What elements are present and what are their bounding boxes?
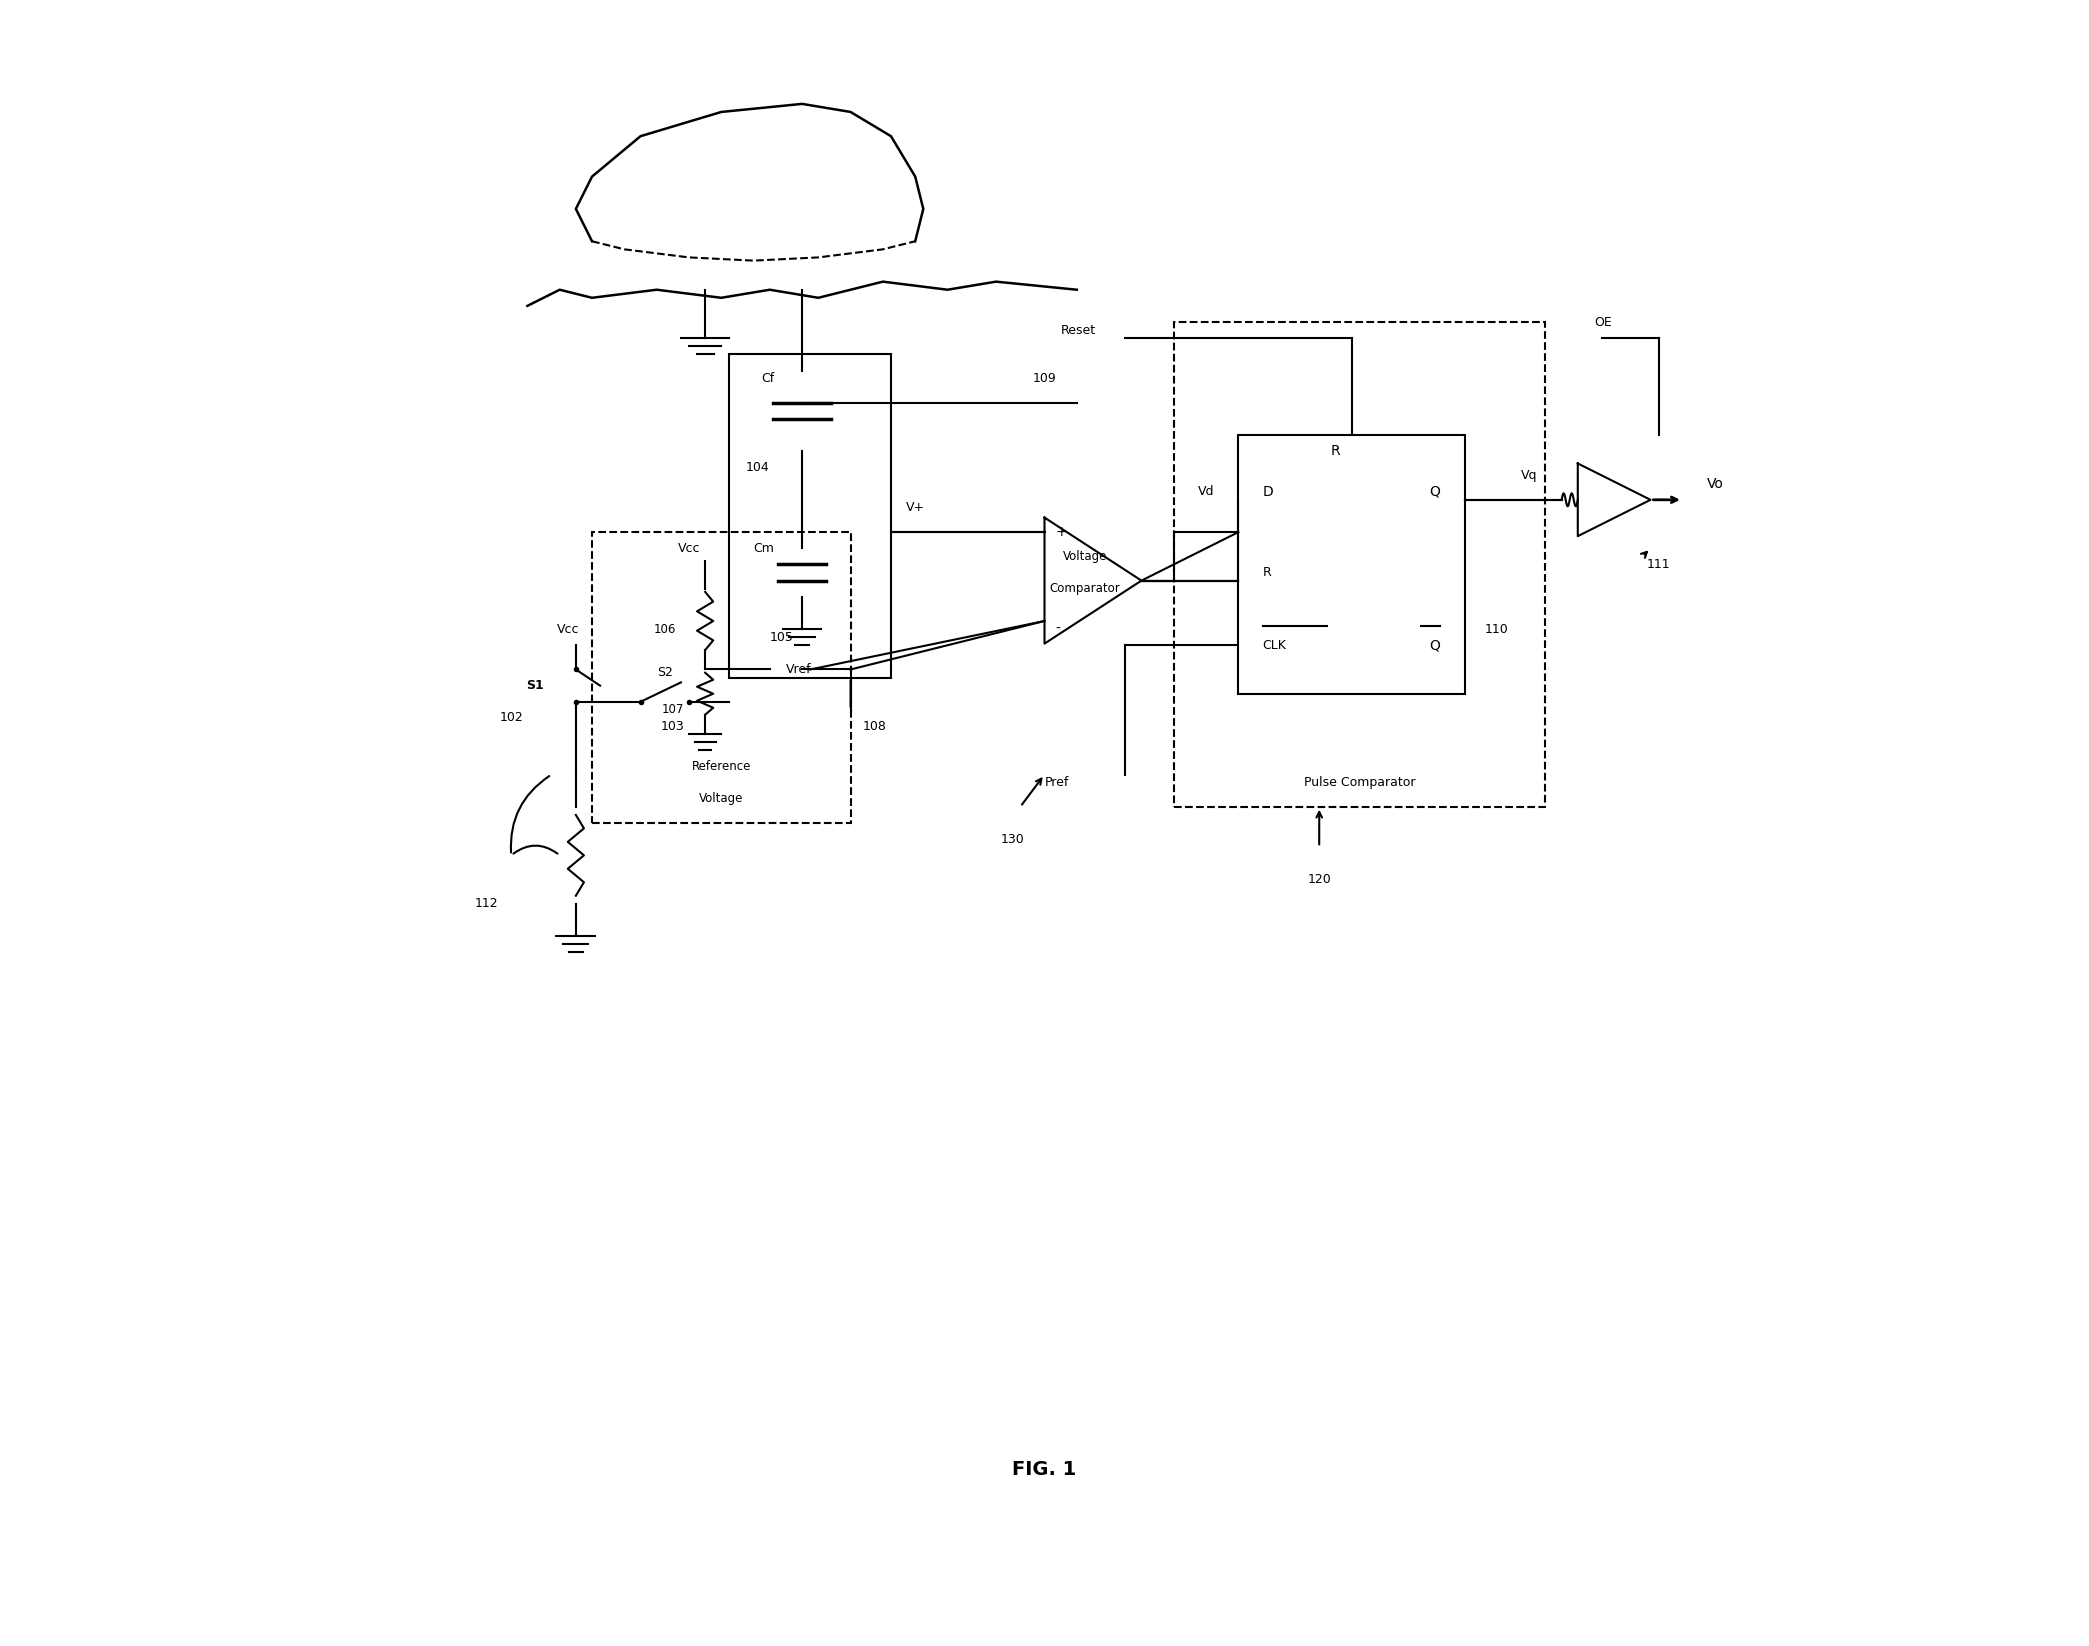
Text: S1: S1 — [526, 680, 545, 691]
Text: 120: 120 — [1308, 872, 1331, 886]
Text: 109: 109 — [1032, 372, 1057, 385]
Text: Vq: Vq — [1521, 469, 1538, 482]
Text: Vcc: Vcc — [677, 542, 700, 555]
Text: Comparator: Comparator — [1049, 583, 1120, 596]
Text: Reference: Reference — [691, 760, 750, 774]
Text: +: + — [1055, 525, 1067, 540]
Text: Vref: Vref — [785, 663, 811, 677]
Text: OE: OE — [1594, 316, 1613, 329]
Text: Voltage: Voltage — [700, 792, 744, 805]
Text: Pref: Pref — [1044, 777, 1070, 788]
Bar — [1239, 435, 1464, 693]
Text: V+: V+ — [907, 502, 925, 515]
Bar — [1174, 323, 1546, 807]
Text: Vo: Vo — [1707, 477, 1723, 491]
Text: Q: Q — [1429, 639, 1441, 652]
Text: -: - — [1055, 622, 1061, 635]
Text: 104: 104 — [746, 461, 769, 474]
Text: CLK: CLK — [1262, 639, 1287, 652]
Text: 110: 110 — [1485, 622, 1508, 635]
Text: 111: 111 — [1646, 558, 1671, 571]
Bar — [729, 354, 892, 678]
Text: 130: 130 — [1001, 833, 1024, 846]
Text: Pulse Comparator: Pulse Comparator — [1304, 777, 1416, 788]
Text: Cf: Cf — [762, 372, 775, 385]
Text: Q: Q — [1429, 484, 1441, 499]
Text: 102: 102 — [499, 711, 522, 724]
Text: D: D — [1262, 484, 1274, 499]
Text: FIG. 1: FIG. 1 — [1013, 1460, 1076, 1478]
Text: 107: 107 — [662, 703, 683, 716]
Text: Vcc: Vcc — [556, 622, 579, 635]
Text: Voltage: Voltage — [1063, 550, 1107, 563]
Text: S2: S2 — [656, 667, 673, 680]
Text: 106: 106 — [654, 622, 677, 635]
Text: Cm: Cm — [754, 542, 775, 555]
Text: 112: 112 — [474, 897, 499, 910]
Text: R: R — [1262, 566, 1272, 579]
Bar — [591, 532, 850, 823]
Text: R: R — [1331, 444, 1341, 458]
Text: 108: 108 — [863, 719, 886, 732]
Text: Reset: Reset — [1061, 324, 1097, 337]
Text: 103: 103 — [660, 719, 685, 732]
Text: 105: 105 — [769, 630, 794, 644]
Text: Vd: Vd — [1197, 486, 1214, 499]
